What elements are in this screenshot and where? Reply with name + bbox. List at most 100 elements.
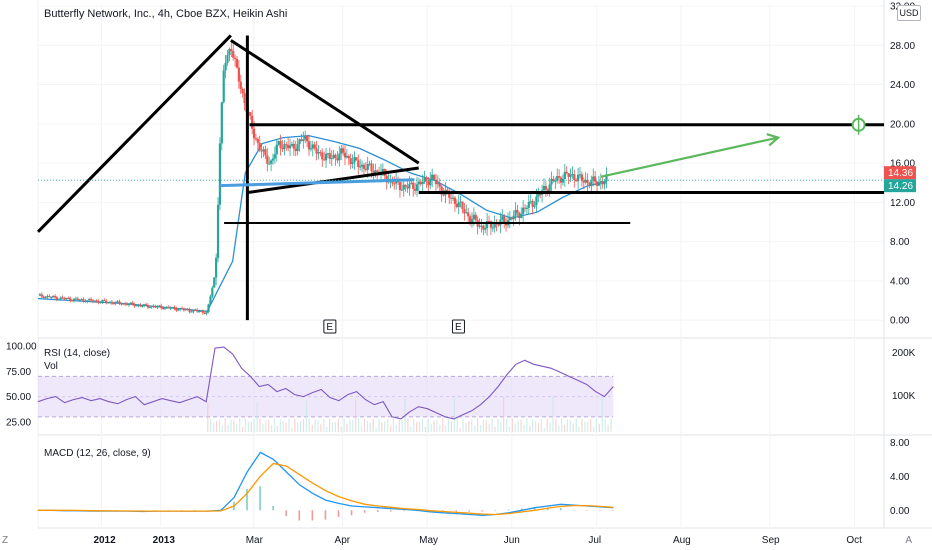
volume-bar <box>244 418 247 432</box>
candle-body <box>554 180 557 182</box>
candle-body <box>283 144 286 150</box>
candle-body <box>342 148 345 153</box>
candle-body <box>59 297 62 299</box>
volume-bar <box>256 401 258 432</box>
macd-tick-label: 8.00 <box>890 438 910 449</box>
volume-bar <box>587 421 589 432</box>
candle-body <box>275 144 278 155</box>
candle-body <box>595 181 599 186</box>
macd-tick-label: 4.00 <box>890 472 910 483</box>
candle-body <box>510 217 513 220</box>
volume-bar <box>529 425 531 432</box>
candle-body <box>239 81 242 89</box>
candle-body <box>285 144 288 146</box>
candle-body <box>463 209 466 214</box>
macd-histogram-bar <box>363 510 366 513</box>
price-tags: 14.36 14.26 <box>38 166 916 193</box>
candle-body <box>158 305 161 307</box>
candle-body <box>474 214 477 220</box>
volume-bar <box>259 418 261 432</box>
candle-body <box>503 216 506 223</box>
volume-bar <box>247 421 250 432</box>
projection-arrow <box>600 136 779 178</box>
price-tag-label: 14.26 <box>888 181 913 192</box>
volume-bar <box>305 400 308 432</box>
earnings-marker-label: E <box>326 322 333 333</box>
auto-scale-label[interactable]: A <box>905 535 912 546</box>
candle-body <box>186 308 189 310</box>
drawings[interactable] <box>36 34 884 321</box>
macd-histogram-bar <box>390 510 392 512</box>
candle-body <box>326 153 330 155</box>
candle-body <box>213 277 216 288</box>
candle-body <box>525 207 529 209</box>
candle-body <box>351 162 354 164</box>
macd-line <box>38 451 614 517</box>
time-tick-label: Oct <box>846 535 862 546</box>
candle-body <box>88 299 91 301</box>
volume-bar <box>447 419 450 432</box>
price-tick-label: 0.00 <box>890 316 910 327</box>
volume-bar <box>456 418 458 432</box>
macd-histogram-bar <box>311 510 314 521</box>
candle-body <box>165 307 168 309</box>
candle-body <box>82 299 85 301</box>
candle-body <box>273 154 276 159</box>
volume-bar <box>607 424 609 432</box>
currency-badge[interactable]: USD <box>897 5 921 21</box>
price-tick-label: 8.00 <box>890 237 910 248</box>
volume-bar <box>297 422 299 432</box>
volume-bar <box>213 422 215 432</box>
volume-bar <box>505 418 508 432</box>
volume-bar <box>436 419 438 432</box>
candle-body <box>347 155 350 159</box>
candle-body <box>366 164 369 170</box>
candle-body <box>353 157 356 163</box>
candle-body <box>421 181 424 185</box>
candle-body <box>196 310 199 312</box>
trend-line <box>230 39 420 165</box>
volume-bar <box>418 421 421 432</box>
candle-body <box>143 304 146 306</box>
time-tick-label: Jun <box>504 535 520 546</box>
candle-body <box>599 181 602 183</box>
volume-bar <box>471 419 473 432</box>
candle-body <box>192 309 195 312</box>
candle-body <box>480 225 483 227</box>
volume-bar <box>337 418 339 432</box>
time-tick-label: 2012 <box>93 535 116 546</box>
rsi-title: RSI (14, close) <box>44 348 110 359</box>
volume-bar <box>532 419 534 432</box>
volume-bar <box>511 418 513 432</box>
candle-body <box>459 201 462 203</box>
volume-bar <box>268 419 270 432</box>
volume-bar <box>294 418 296 432</box>
volume-bar <box>459 427 461 432</box>
time-tick-label: Sep <box>762 535 780 546</box>
candle-body <box>99 302 102 304</box>
volume-bar <box>584 421 586 432</box>
candle-body <box>93 300 96 302</box>
candle-body <box>40 294 43 297</box>
volume-bar <box>363 419 366 432</box>
candle-body <box>398 182 402 190</box>
candle-body <box>334 154 337 158</box>
volume-bar <box>462 418 464 432</box>
candle-body <box>313 144 316 149</box>
candle-body <box>230 48 233 51</box>
volume-bar <box>552 396 554 432</box>
volume-bar <box>453 397 455 432</box>
candle-body <box>129 302 132 304</box>
candle-body <box>400 189 403 191</box>
candle-body <box>269 160 273 164</box>
candle-body <box>161 307 165 309</box>
macd-tick-label: 0.00 <box>890 506 910 517</box>
volume-bar <box>329 418 331 432</box>
volume-bar <box>375 427 377 432</box>
macd-histogram-bar <box>324 510 327 520</box>
candle-body <box>512 215 515 220</box>
volume-bar <box>291 427 293 432</box>
candle-body <box>171 306 174 308</box>
candle-body <box>535 196 538 206</box>
zoom-label[interactable]: Z <box>2 535 9 546</box>
